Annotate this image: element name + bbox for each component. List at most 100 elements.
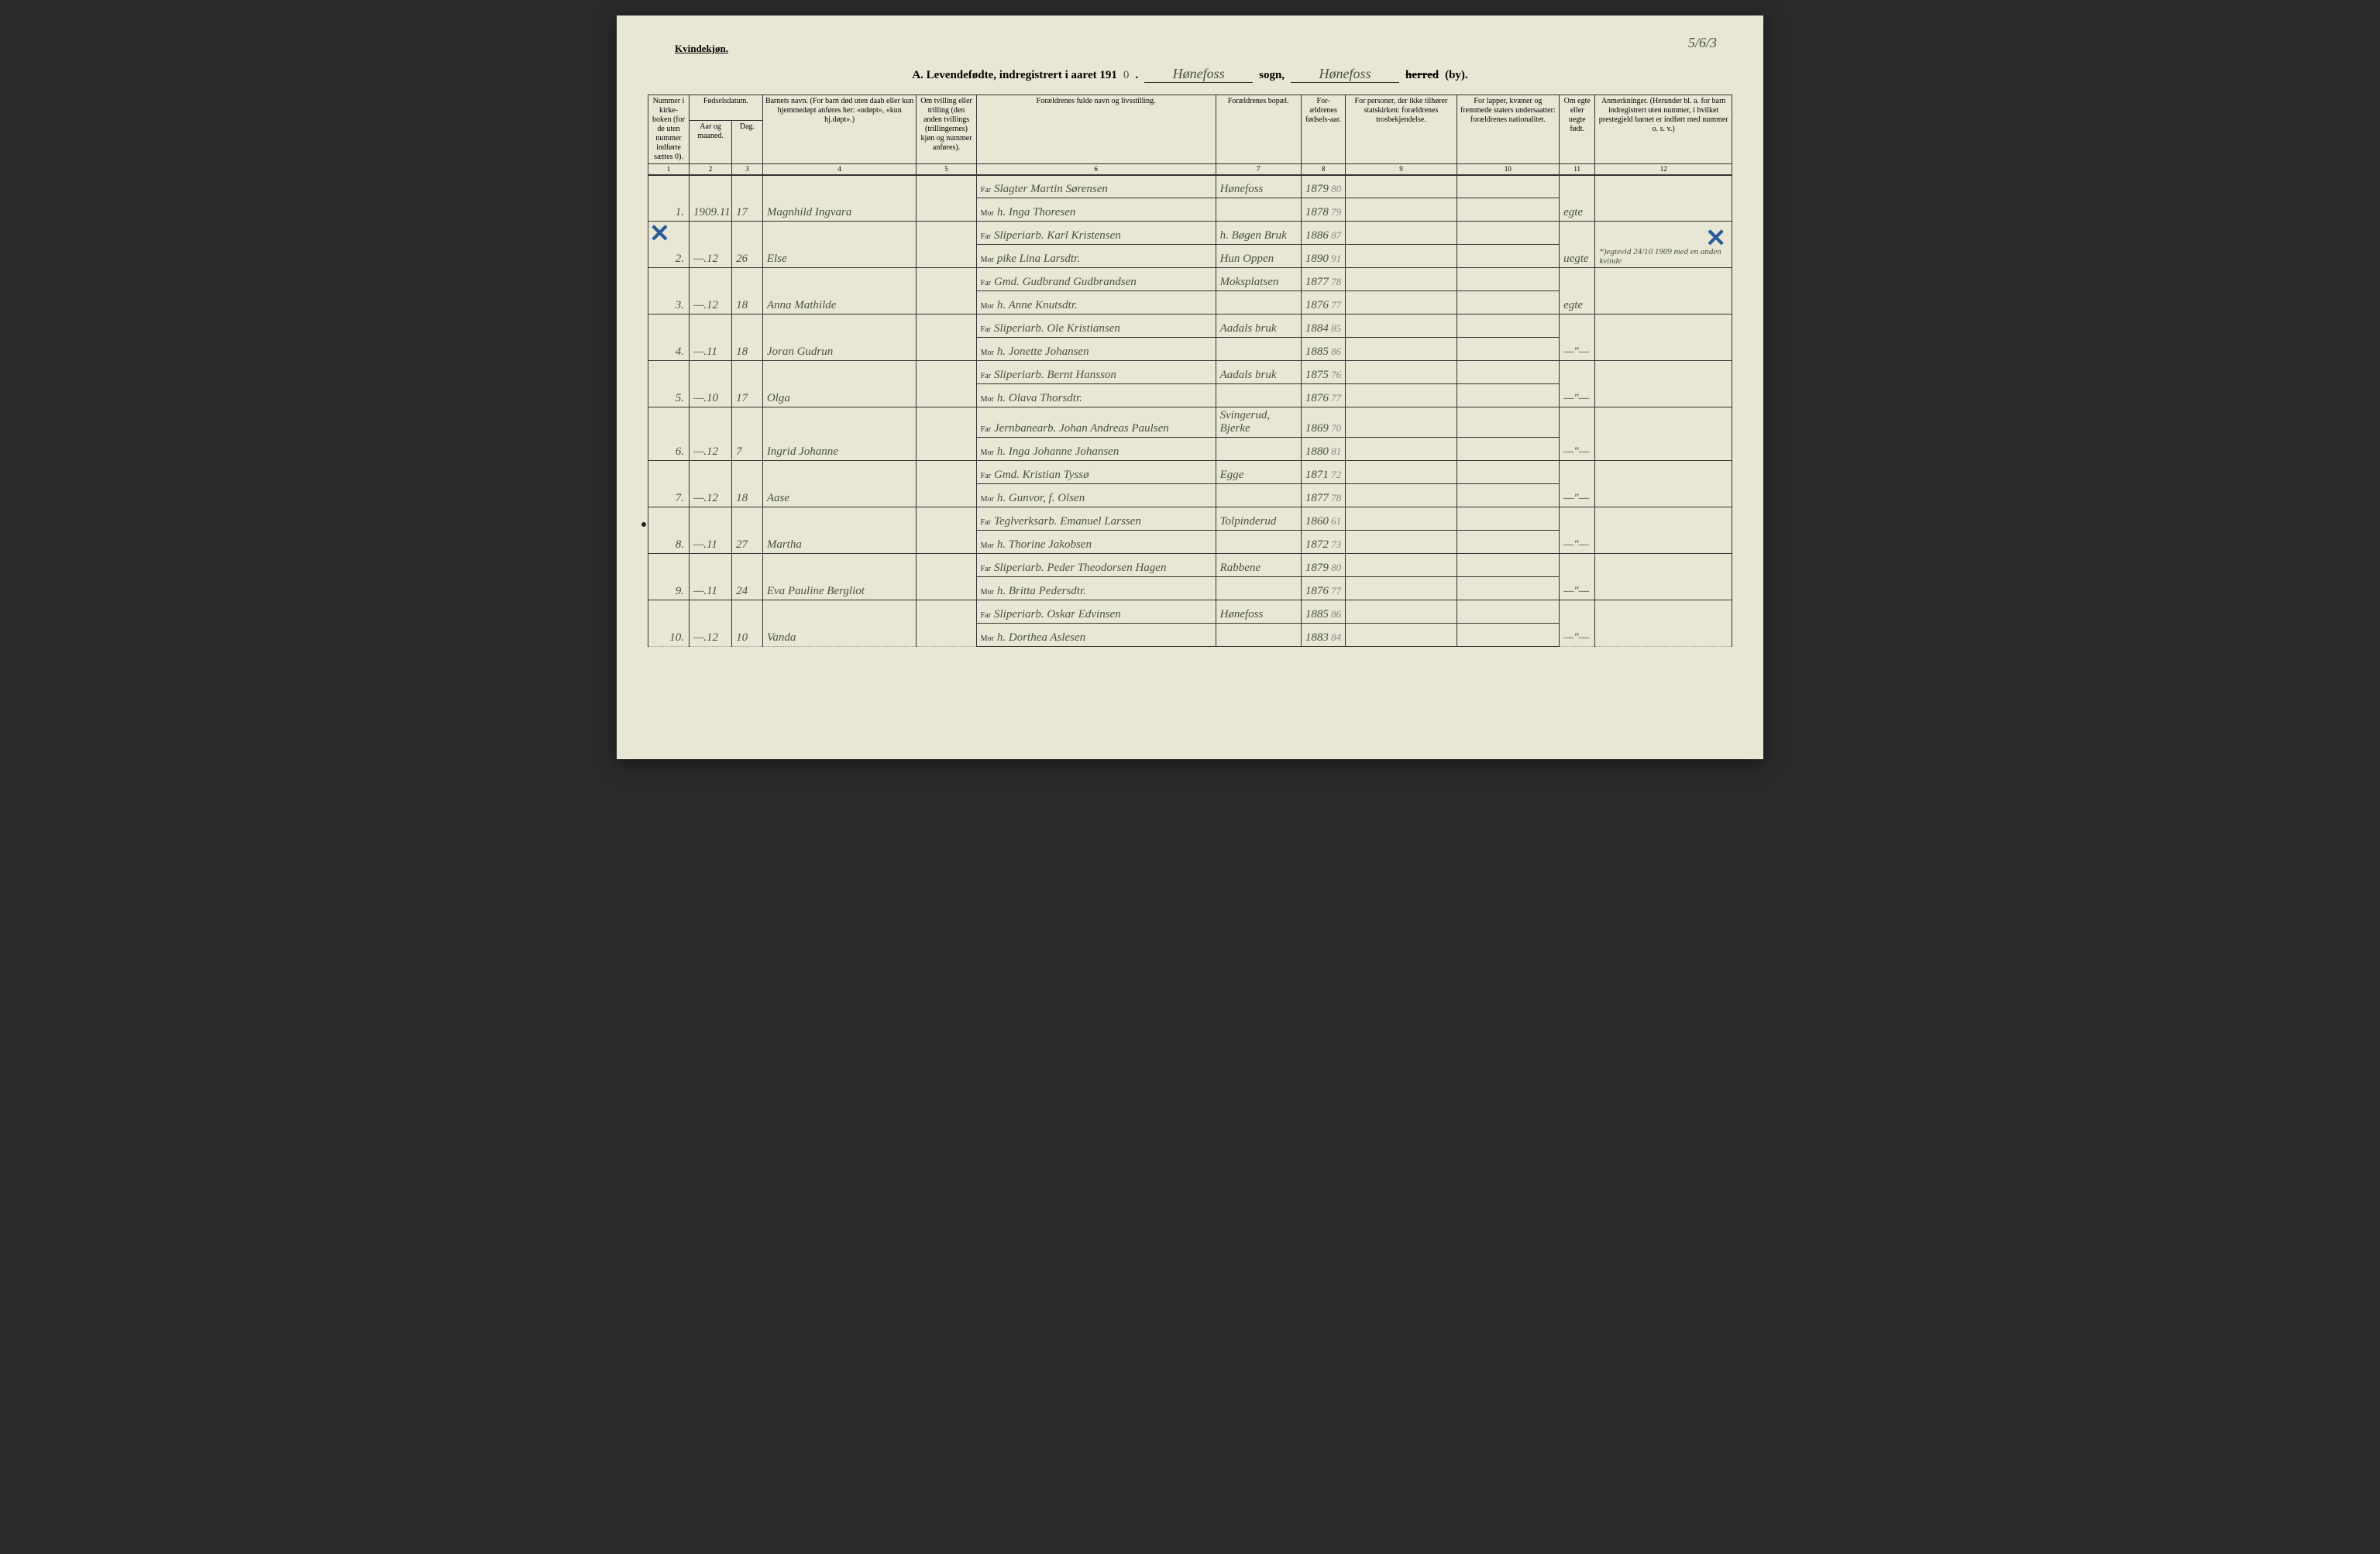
entry-father-year: 1886 87: [1301, 222, 1345, 245]
entry-religion-far: [1346, 554, 1457, 577]
header-col-5: Om tvilling eller trilling (den anden tv…: [917, 95, 976, 164]
entry-religion-mor: [1346, 245, 1457, 268]
herred-handwritten: Hønefoss: [1291, 66, 1399, 83]
cross-mark-left: ✕: [649, 218, 670, 248]
entry-father-place: Hønefoss: [1216, 175, 1301, 198]
entry-father: FarSliperiarb. Oskar Edvinsen: [976, 600, 1216, 624]
entry-mother-place: [1216, 531, 1301, 554]
entry-father: FarGmd. Gudbrand Gudbrandsen: [976, 268, 1216, 291]
entry-religion-mor: [1346, 384, 1457, 407]
entry-child-name: Vanda: [762, 600, 917, 647]
entry-religion-mor: [1346, 291, 1457, 315]
entry-mother-place: [1216, 624, 1301, 647]
entry-mother: Morh. Inga Johanne Johansen: [976, 438, 1216, 461]
entry-father-year: 1871 72: [1301, 461, 1345, 484]
entry-remarks: [1595, 554, 1732, 600]
entry-child-name: Magnhild Ingvara: [762, 175, 917, 222]
entry-nationality-far: [1457, 222, 1559, 245]
entry-nationality-far: [1457, 600, 1559, 624]
entry-legitimacy: —"—: [1560, 600, 1595, 647]
entry-nationality-mor: [1457, 624, 1559, 647]
entry-mother-year: 1890 91: [1301, 245, 1345, 268]
year-digit: 0: [1123, 69, 1130, 82]
entry-mother-place: [1216, 338, 1301, 361]
entry-year: —.12: [689, 268, 731, 315]
entry-legitimacy: uegte: [1560, 222, 1595, 268]
entry-child-name: Joran Gudrun: [762, 315, 917, 361]
entry-child-name: Martha: [762, 507, 917, 554]
entry-day: 7: [732, 407, 763, 461]
colnum-7: 7: [1216, 164, 1301, 175]
entry-religion-mor: [1346, 438, 1457, 461]
header-col-3: Dag.: [732, 120, 763, 163]
entry-nationality-far: [1457, 507, 1559, 531]
entry-twin: [917, 507, 976, 554]
header-fodsel: Fødselsdatum.: [689, 95, 762, 121]
entry-nationality-far: [1457, 175, 1559, 198]
table-row-far: 8. —.11 27 Martha FarTeglverksarb. Emanu…: [648, 507, 1732, 531]
entry-father-place: Tolpinderud: [1216, 507, 1301, 531]
entry-mother-place: [1216, 198, 1301, 222]
entry-mother: Morh. Gunvor, f. Olsen: [976, 484, 1216, 507]
entry-child-name: Eva Pauline Bergliot: [762, 554, 917, 600]
entry-father-year: 1885 86: [1301, 600, 1345, 624]
header-col-10: For lapper, kvæner og fremmede staters u…: [1457, 95, 1559, 164]
colnum-4: 4: [762, 164, 917, 175]
entry-father: FarSliperiarb. Bernt Hansson: [976, 361, 1216, 384]
entry-number: 1.: [648, 175, 690, 222]
table-row-far: 2. —.12 26 Else FarSliperiarb. Karl Kris…: [648, 222, 1732, 245]
cross-mark-right: ✕: [1705, 223, 1726, 253]
entry-father-year: 1877 78: [1301, 268, 1345, 291]
sogn-label: sogn,: [1259, 69, 1285, 82]
colnum-3: 3: [732, 164, 763, 175]
register-table: Nummer i kirke-boken (for de uten nummer…: [648, 95, 1732, 647]
table-row-far: 7. —.12 18 Aase FarGmd. Kristian Tyssø E…: [648, 461, 1732, 484]
entry-nationality-mor: [1457, 484, 1559, 507]
entry-year: —.12: [689, 407, 731, 461]
colnum-5: 5: [917, 164, 976, 175]
entry-mother-year: 1883 84: [1301, 624, 1345, 647]
table-row-far: 10. —.12 10 Vanda FarSliperiarb. Oskar E…: [648, 600, 1732, 624]
entry-twin: [917, 175, 976, 222]
entry-mother: Morh. Jonette Johansen: [976, 338, 1216, 361]
entry-father-year: 1879 80: [1301, 554, 1345, 577]
entry-mother-year: 1885 86: [1301, 338, 1345, 361]
entry-year: —.10: [689, 361, 731, 407]
sogn-handwritten: Hønefoss: [1144, 66, 1253, 83]
entry-religion-far: [1346, 507, 1457, 531]
entry-mother-year: 1880 81: [1301, 438, 1345, 461]
entry-mother-place: [1216, 291, 1301, 315]
entry-father-year: 1869 70: [1301, 407, 1345, 438]
entry-nationality-far: [1457, 407, 1559, 438]
table-row-far: 9. —.11 24 Eva Pauline Bergliot FarSlipe…: [648, 554, 1732, 577]
table-row-far: 6. —.12 7 Ingrid Johanne FarJernbanearb.…: [648, 407, 1732, 438]
entry-father-place: Moksplatsen: [1216, 268, 1301, 291]
entry-legitimacy: —"—: [1560, 461, 1595, 507]
entry-nationality-mor: [1457, 384, 1559, 407]
entry-remarks: [1595, 361, 1732, 407]
entry-father-year: 1884 85: [1301, 315, 1345, 338]
entry-religion-far: [1346, 175, 1457, 198]
entry-year: —.11: [689, 315, 731, 361]
entry-number: 5.: [648, 361, 690, 407]
entry-day: 24: [732, 554, 763, 600]
entry-twin: [917, 268, 976, 315]
entry-legitimacy: —"—: [1560, 361, 1595, 407]
dot-mark: [641, 522, 646, 527]
entry-mother: Morpike Lina Larsdtr.: [976, 245, 1216, 268]
entry-day: 26: [732, 222, 763, 268]
herred-by: (by).: [1445, 69, 1468, 82]
colnum-1: 1: [648, 164, 690, 175]
table-row-far: 1. 1909.11 17 Magnhild Ingvara FarSlagte…: [648, 175, 1732, 198]
entry-legitimacy: —"—: [1560, 315, 1595, 361]
colnum-12: 12: [1595, 164, 1732, 175]
entry-mother-year: 1876 77: [1301, 291, 1345, 315]
entry-nationality-far: [1457, 268, 1559, 291]
entry-child-name: Ingrid Johanne: [762, 407, 917, 461]
entry-year: —.12: [689, 461, 731, 507]
header-col-8: For-ældrenes fødsels-aar.: [1301, 95, 1345, 164]
entry-mother: Morh. Britta Pedersdtr.: [976, 577, 1216, 600]
entry-nationality-far: [1457, 361, 1559, 384]
entry-twin: [917, 361, 976, 407]
entry-father-year: 1860 61: [1301, 507, 1345, 531]
